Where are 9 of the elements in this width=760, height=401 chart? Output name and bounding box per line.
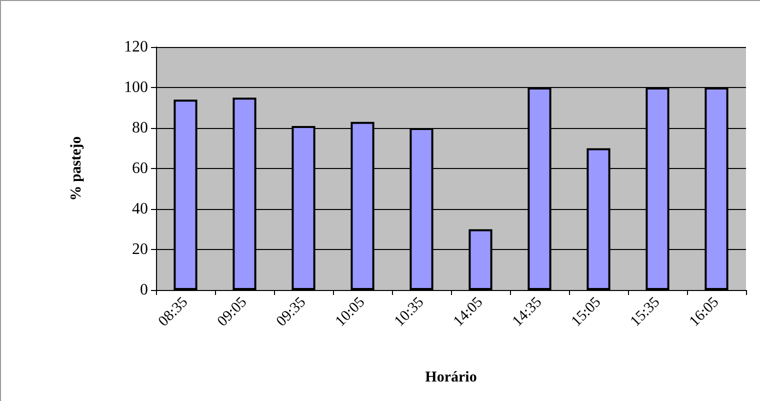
y-tick-label: 0 <box>140 282 148 298</box>
y-tick-label: 80 <box>132 120 148 136</box>
y-tick-label: 100 <box>124 79 148 96</box>
y-tick-label: 60 <box>132 160 148 177</box>
y-tick-label: 40 <box>132 200 148 218</box>
y-tick-label: 20 <box>132 241 148 258</box>
y-axis-title: % pastejo <box>68 136 84 201</box>
x-axis-title: Horário <box>425 370 477 386</box>
y-tick-label: 120 <box>124 38 148 56</box>
